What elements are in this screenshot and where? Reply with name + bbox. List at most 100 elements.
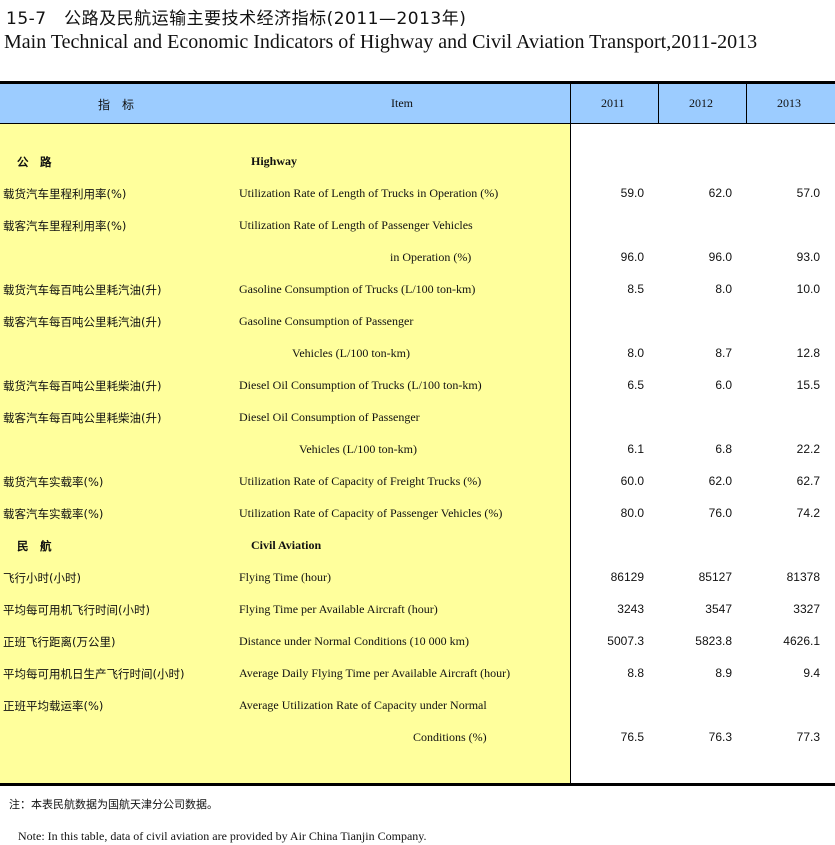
value-2011: 76.5 (620, 730, 644, 744)
value-2012: 62.0 (708, 186, 732, 200)
row-en: Conditions (%) (413, 730, 487, 744)
row-en: Civil Aviation (251, 538, 322, 552)
value-2011: 96.0 (620, 250, 644, 264)
row-en: Diesel Oil Consumption of Passenger (239, 410, 420, 424)
row-en: Utilization Rate of Capacity of Passenge… (239, 506, 503, 520)
row-en: Utilization Rate of Capacity of Freight … (239, 474, 482, 488)
row-en: Highway (251, 154, 298, 168)
row-en: Average Utilization Rate of Capacity und… (239, 698, 487, 712)
value-2013: 10.0 (796, 282, 820, 296)
value-2012: 85127 (698, 570, 732, 584)
row-cn: 载客汽车里程利用率(%) (3, 219, 127, 233)
row-en: Distance under Normal Conditions (10 000… (239, 634, 469, 648)
table-row: 正班平均载运率(%) Average Utilization Rate of Ca… (0, 690, 835, 722)
header-2011: 2011 (601, 96, 625, 110)
value-2013: 93.0 (796, 250, 820, 264)
table-row: 载客汽车实载率(%) Utilization Rate of Capacity o… (0, 498, 835, 530)
row-cn: 民 航 (17, 539, 52, 553)
value-2012: 6.8 (715, 442, 732, 456)
row-en: Gasoline Consumption of Trucks (L/100 to… (239, 282, 476, 296)
value-2012: 3547 (705, 602, 732, 616)
table-row: 飞行小时(小时) Flying Time (hour) 86129 85127 8137… (0, 562, 835, 594)
table-row: 平均每可用机日生产飞行时间(小时) Average Daily Flying Ti… (0, 658, 835, 690)
value-2013: 3327 (793, 602, 820, 616)
row-cn: 载货汽车里程利用率(%) (3, 187, 127, 201)
table-row: Conditions (%) 76.5 76.3 77.3 (0, 722, 835, 754)
row-cn: 公 路 (17, 155, 52, 169)
note-en: Note: In this table, data of civil aviat… (18, 829, 427, 843)
value-2013: 62.7 (796, 474, 820, 488)
row-en: Gasoline Consumption of Passenger (239, 314, 414, 328)
header-en: Item (391, 96, 413, 110)
value-2011: 6.1 (627, 442, 644, 456)
row-en: Flying Time (hour) (239, 570, 332, 584)
value-2013: 12.8 (796, 346, 820, 360)
row-en: Diesel Oil Consumption of Trucks (L/100 … (239, 378, 482, 392)
row-cn: 载客汽车每百吨公里耗汽油(升) (3, 315, 162, 329)
value-2012: 8.9 (715, 666, 732, 680)
value-2013: 15.5 (796, 378, 820, 392)
value-2012: 6.0 (715, 378, 732, 392)
value-2011: 59.0 (620, 186, 644, 200)
value-2013: 81378 (786, 570, 820, 584)
value-2012: 76.3 (708, 730, 732, 744)
row-cn: 平均每可用机飞行时间(小时) (3, 603, 150, 617)
value-2011: 5007.3 (607, 634, 644, 648)
header-2013: 2013 (777, 96, 801, 110)
value-2011: 3243 (617, 602, 644, 616)
table-row: 正班飞行距离(万公里) Distance under Normal Conditi… (0, 626, 835, 658)
table-row: 载客汽车里程利用率(%) Utilization Rate of Length o… (0, 210, 835, 242)
row-en: Vehicles (L/100 ton-km) (292, 346, 410, 360)
row-cn: 平均每可用机日生产飞行时间(小时) (3, 667, 185, 681)
title-cn: 15-7 公路及民航运输主要技术经济指标(2011—2013年) (6, 9, 467, 29)
row-en: Flying Time per Available Aircraft (hour… (239, 602, 438, 616)
value-2013: 74.2 (796, 506, 820, 520)
row-cn: 载货汽车每百吨公里耗柴油(升) (3, 379, 162, 393)
value-2011: 80.0 (620, 506, 644, 520)
table-row: 载货汽车里程利用率(%) Utilization Rate of Length o… (0, 178, 835, 210)
value-2013: 4626.1 (783, 634, 820, 648)
row-en: Average Daily Flying Time per Available … (239, 666, 511, 680)
row-cn: 载客汽车每百吨公里耗柴油(升) (3, 411, 162, 425)
row-cn: 正班飞行距离(万公里) (3, 635, 116, 649)
value-2013: 57.0 (796, 186, 820, 200)
note-cn: 注：本表民航数据为国航天津分公司数据。 (9, 798, 218, 811)
table-row: 平均每可用机飞行时间(小时) Flying Time per Available … (0, 594, 835, 626)
table-header: 指 标 Item 2011 2012 2013 (0, 84, 835, 124)
table-row: 载客汽车每百吨公里耗汽油(升) Gasoline Consumption of P… (0, 306, 835, 338)
indicators-table: 指 标 Item 2011 2012 2013 公 路 Highway 载货汽车里程… (0, 81, 835, 786)
header-2012: 2012 (689, 96, 713, 110)
row-cn: 正班平均载运率(%) (3, 699, 104, 713)
row-en: Utilization Rate of Length of Passenger … (239, 218, 473, 232)
value-2012: 62.0 (708, 474, 732, 488)
row-en: Vehicles (L/100 ton-km) (299, 442, 417, 456)
row-en: in Operation (%) (390, 250, 472, 264)
value-2011: 86129 (610, 570, 644, 584)
item-column-bg (0, 124, 570, 783)
section-row: 公 路 Highway (0, 146, 835, 178)
value-2011: 6.5 (627, 378, 644, 392)
row-cn: 载货汽车每百吨公里耗汽油(升) (3, 283, 162, 297)
row-cn: 载客汽车实载率(%) (3, 507, 104, 521)
table-row: Vehicles (L/100 ton-km) 8.0 8.7 12.8 (0, 338, 835, 370)
table-row: Vehicles (L/100 ton-km) 6.1 6.8 22.2 (0, 434, 835, 466)
value-2012: 76.0 (708, 506, 732, 520)
row-cn: 载货汽车实载率(%) (3, 475, 104, 489)
table-row: 载货汽车每百吨公里耗柴油(升) Diesel Oil Consumption of… (0, 370, 835, 402)
value-2012: 8.7 (715, 346, 732, 360)
value-2012: 5823.8 (695, 634, 732, 648)
value-2012: 96.0 (708, 250, 732, 264)
value-2011: 8.5 (627, 282, 644, 296)
value-2013: 9.4 (803, 666, 820, 680)
section-row: 民 航 Civil Aviation (0, 530, 835, 562)
value-2011: 8.0 (627, 346, 644, 360)
table-row: 载货汽车实载率(%) Utilization Rate of Capacity o… (0, 466, 835, 498)
table-row: in Operation (%) 96.0 96.0 93.0 (0, 242, 835, 274)
value-2013: 22.2 (796, 442, 820, 456)
value-2012: 8.0 (715, 282, 732, 296)
row-cn: 飞行小时(小时) (3, 571, 81, 585)
table-row: 载客汽车每百吨公里耗柴油(升) Diesel Oil Consumption of… (0, 402, 835, 434)
value-2011: 8.8 (627, 666, 644, 680)
value-2011: 60.0 (620, 474, 644, 488)
row-en: Utilization Rate of Length of Trucks in … (239, 186, 499, 200)
